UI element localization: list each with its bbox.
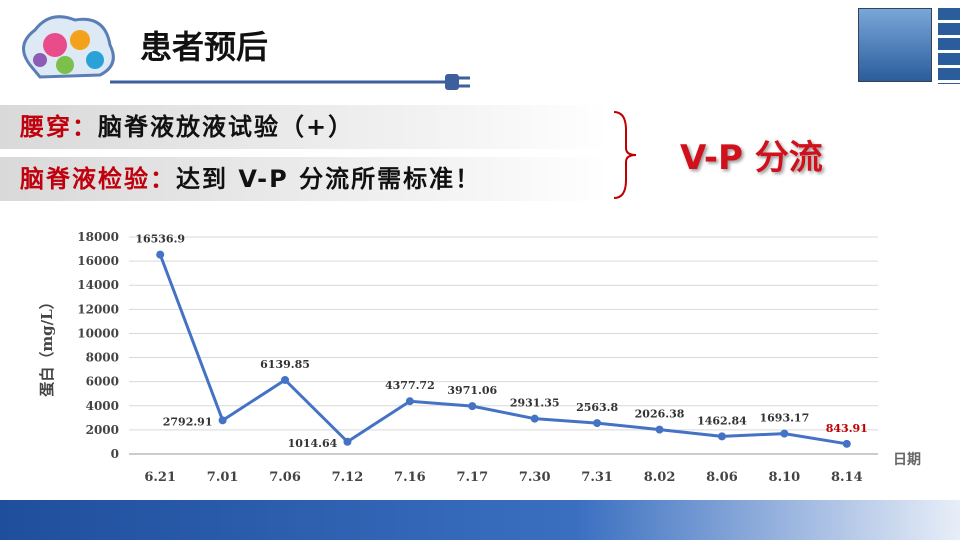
row-text: 脑脊液放液试验（+） (98, 113, 355, 141)
y-tick-label: 16000 (77, 254, 119, 268)
data-point (156, 250, 165, 259)
y-tick-label: 8000 (86, 351, 119, 365)
x-tick-label: 8.06 (706, 470, 738, 485)
data-point (842, 439, 851, 448)
data-point (717, 432, 726, 441)
data-point (218, 416, 227, 425)
x-tick-label: 7.12 (332, 470, 364, 485)
x-tick-label: 8.14 (831, 470, 863, 485)
x-tick-label: 7.01 (207, 470, 239, 485)
y-tick-label: 12000 (77, 302, 119, 316)
logo-icon (22, 15, 115, 79)
title-underline (110, 74, 470, 90)
footer-bar (0, 500, 960, 540)
y-tick-label: 0 (111, 447, 119, 461)
data-point (405, 397, 414, 406)
data-point (780, 429, 789, 438)
side-decoration (938, 8, 960, 84)
data-label: 1693.17 (759, 412, 809, 425)
row-text: 达到 V-P 分流所需标准！ (176, 165, 482, 193)
bracket (613, 111, 637, 199)
x-tick-label: 7.06 (269, 470, 301, 485)
x-tick-label: 7.16 (394, 470, 426, 485)
data-label: 2563.8 (576, 401, 618, 414)
data-point (530, 414, 539, 423)
data-point (468, 402, 477, 411)
y-tick-label: 14000 (77, 278, 119, 292)
row-label: 腰穿： (20, 113, 98, 141)
x-tick-label: 8.10 (769, 470, 801, 485)
data-label: 16536.9 (135, 233, 185, 246)
info-row: 腰穿：脑脊液放液试验（+） (0, 105, 610, 149)
y-tick-label: 4000 (86, 399, 119, 413)
conclusion: V-P 分流 (680, 138, 823, 178)
data-label: 1014.64 (288, 437, 338, 450)
page-title: 患者预后 (140, 28, 269, 66)
x-tick-label: 6.21 (144, 470, 176, 485)
x-tick-label: 7.17 (456, 470, 488, 485)
y-tick-label: 6000 (86, 375, 119, 389)
x-axis-label: 日期 (893, 452, 921, 468)
x-tick-label: 8.02 (644, 470, 676, 485)
x-tick-label: 7.31 (581, 470, 613, 485)
data-label: 3971.06 (447, 384, 497, 397)
y-axis-label: 蛋白（mg/L） (38, 294, 56, 396)
data-label: 6139.85 (260, 358, 310, 371)
y-tick-label: 18000 (77, 230, 119, 244)
hospital-image (858, 8, 932, 82)
y-tick-label: 10000 (77, 326, 119, 340)
data-line (158, 254, 848, 446)
y-tick-label: 2000 (86, 423, 119, 437)
info-row: 脑脊液检验：达到 V-P 分流所需标准！ (0, 157, 610, 201)
x-tick-label: 7.30 (519, 470, 551, 485)
data-label: 4377.72 (385, 379, 435, 392)
data-point (343, 437, 352, 446)
data-point (593, 419, 602, 428)
row-label: 脑脊液检验： (20, 165, 176, 193)
data-label: 1462.84 (697, 414, 747, 427)
data-label: 2931.35 (510, 397, 560, 410)
data-label: 2792.91 (163, 415, 213, 428)
data-label: 2026.38 (635, 408, 685, 421)
data-label: 843.91 (826, 422, 868, 435)
chart: 0 2000 4000 6000 8000 10000 12000 14000 16000 180… (38, 230, 921, 485)
data-point (655, 425, 664, 434)
data-point (281, 375, 290, 384)
